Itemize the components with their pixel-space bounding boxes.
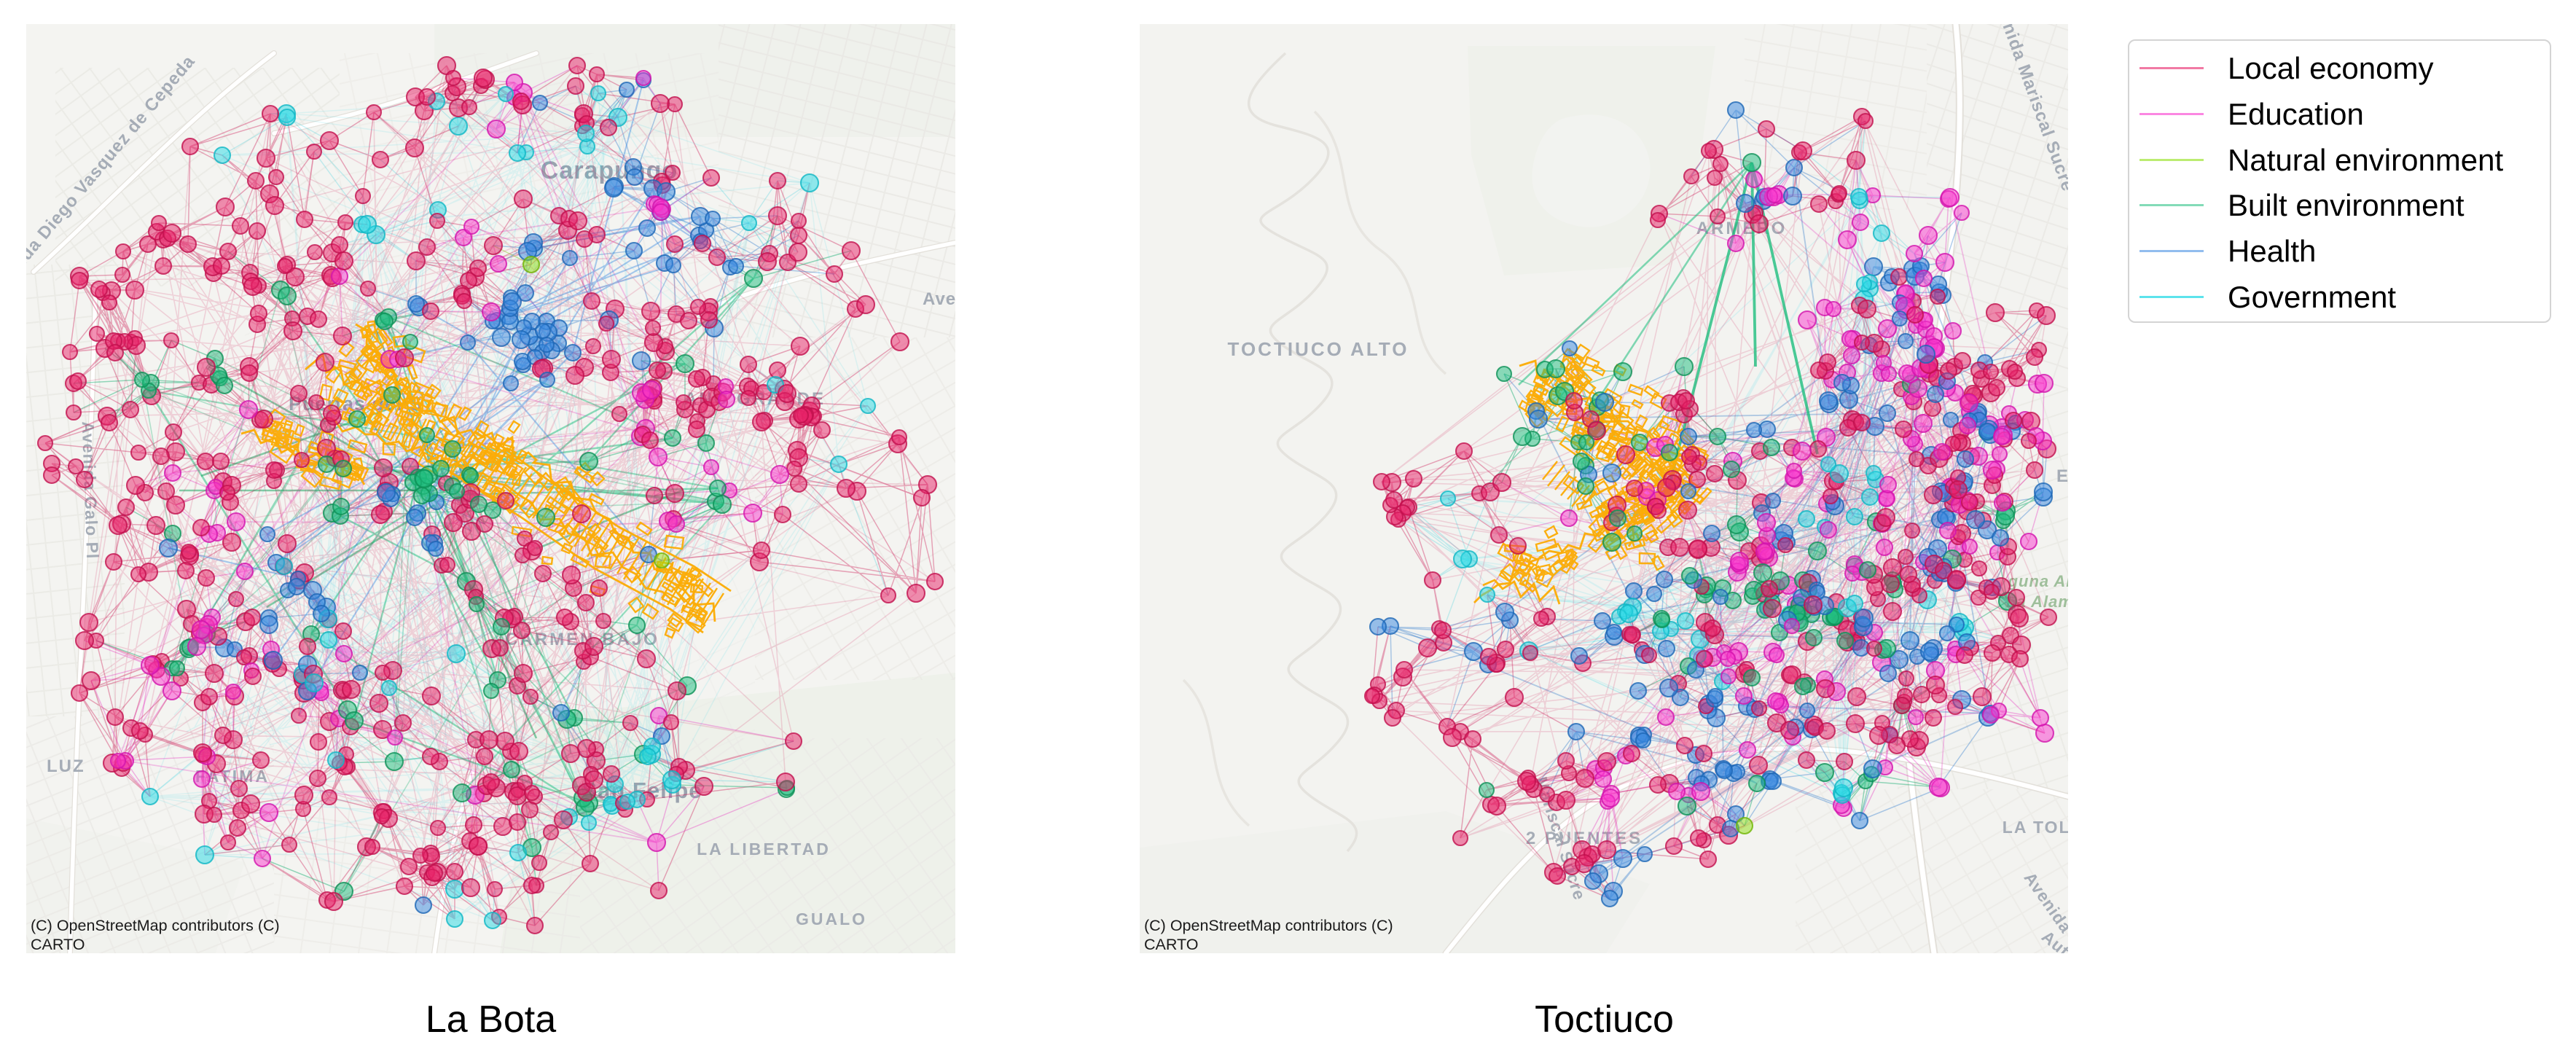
svg-text:TOCTIUCO ALTO: TOCTIUCO ALTO bbox=[1228, 338, 1409, 360]
svg-text:LA LIBERTAD: LA LIBERTAD bbox=[697, 840, 831, 859]
svg-text:EST: EST bbox=[2056, 466, 2068, 486]
svg-text:LA TOLA: LA TOLA bbox=[2003, 818, 2068, 837]
svg-text:guna Al: guna Al bbox=[2008, 572, 2068, 590]
svg-text:ARMERO: ARMERO bbox=[1696, 219, 1788, 238]
svg-text:LUZ: LUZ bbox=[47, 756, 85, 776]
svg-text:GUALO: GUALO bbox=[796, 910, 867, 928]
svg-text:Avenid: Avenid bbox=[923, 289, 955, 309]
